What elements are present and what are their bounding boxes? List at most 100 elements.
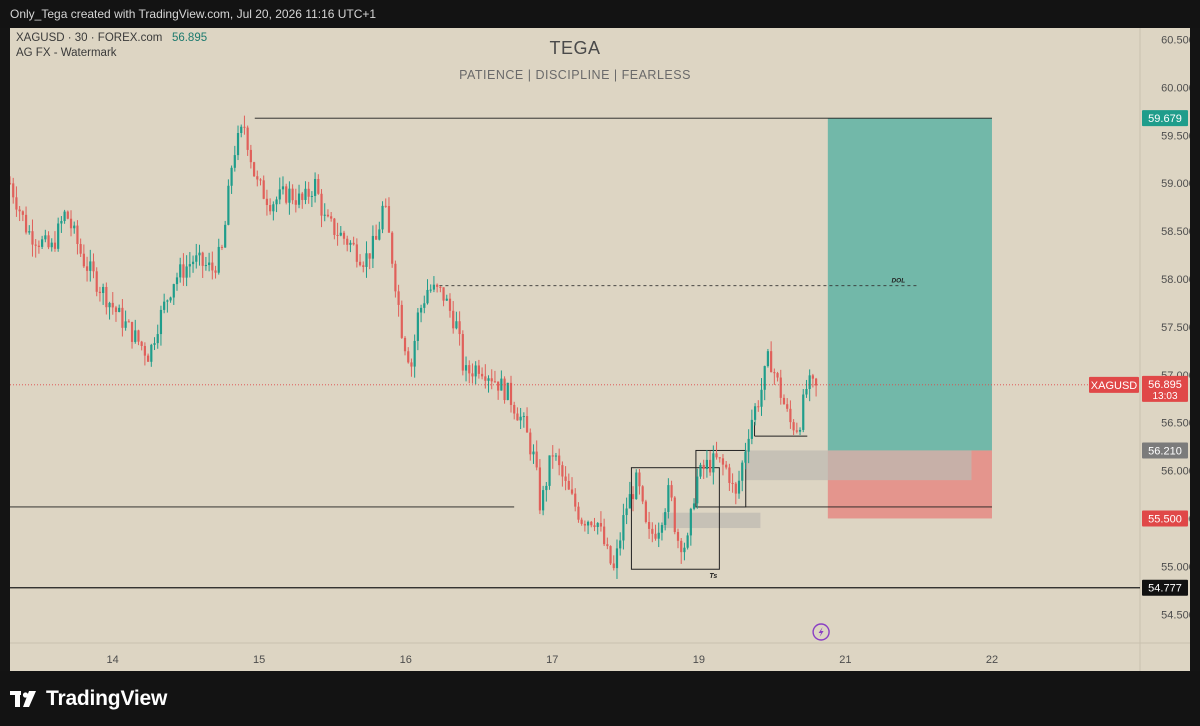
candle-body	[124, 321, 127, 328]
candle-body	[689, 508, 692, 536]
candle-body	[442, 287, 445, 301]
candle-body	[259, 179, 262, 181]
x-tick-label: 15	[253, 654, 265, 666]
candle-body	[79, 244, 82, 254]
candle-body	[789, 408, 792, 423]
price-chart[interactable]: DOL Ts 60.500 60.000 59.500 59.000 58.500 58.00…	[10, 28, 1190, 671]
candle-body	[792, 422, 795, 431]
candle-body	[699, 464, 702, 477]
candle-body	[477, 365, 480, 374]
candle-body	[741, 462, 744, 481]
candle-body	[660, 525, 664, 533]
candle-body	[798, 429, 802, 432]
candle-body	[436, 284, 439, 287]
symbol-legend[interactable]: XAGUSD · 30 · FOREX.com 56.895	[16, 32, 207, 44]
candle-body	[156, 334, 159, 344]
indicator-legend[interactable]: AG FX - Watermark	[16, 47, 117, 59]
candle-body	[185, 266, 188, 278]
candle-body	[439, 286, 442, 288]
candle-body	[304, 188, 307, 200]
candle-body	[195, 255, 198, 262]
candle-body	[455, 321, 458, 329]
candle-body	[606, 544, 609, 547]
candle-body	[358, 261, 362, 266]
candle-body	[641, 486, 644, 502]
candle-body	[432, 284, 436, 290]
candle-body	[269, 205, 272, 212]
tradingview-logo[interactable]: TradingView	[10, 687, 167, 711]
candle-body	[445, 298, 448, 301]
candle-body	[487, 378, 490, 381]
candle-body	[41, 239, 44, 247]
x-tick-label: 17	[546, 654, 558, 666]
candle-body	[134, 330, 137, 342]
candle-body	[490, 378, 493, 382]
y-tick-label: 59.000	[1161, 178, 1190, 190]
candle-body	[712, 453, 715, 473]
x-tick-label: 16	[400, 654, 412, 666]
candle-body	[375, 235, 378, 240]
candle-body	[163, 301, 166, 310]
candle-body	[143, 345, 146, 356]
candle-body	[763, 366, 766, 390]
candle-body	[198, 252, 201, 256]
candle-body	[516, 413, 519, 421]
candle-body	[179, 264, 182, 278]
candle-body	[211, 262, 214, 271]
candle-body	[647, 521, 651, 529]
candle-body	[638, 472, 641, 487]
candle-body	[461, 334, 464, 371]
candle-body	[24, 214, 28, 233]
price-label-box	[1142, 510, 1188, 527]
candle-body	[326, 214, 330, 217]
candle-body	[297, 193, 301, 205]
chart-area[interactable]: DOL Ts 60.500 60.000 59.500 59.000 58.500 58.00…	[10, 28, 1190, 671]
candle-body	[564, 476, 567, 481]
annotation-box-6	[695, 449, 747, 508]
candle-body	[330, 216, 333, 219]
candle-body	[140, 341, 143, 346]
candle-body	[715, 453, 718, 458]
candle-body	[680, 540, 683, 553]
candle-body	[619, 540, 622, 549]
symbol-badge-text: XAGUSD	[1091, 380, 1138, 392]
candle-body	[519, 416, 522, 421]
candle-body	[670, 485, 673, 498]
candle-body	[429, 289, 432, 291]
candle-body	[114, 307, 118, 313]
candle-body	[786, 404, 789, 409]
y-tick-label: 55.000	[1161, 561, 1190, 573]
candle-body	[657, 532, 660, 539]
candle-body	[574, 493, 577, 507]
candle-body	[130, 321, 134, 342]
candle-body	[622, 515, 625, 541]
symbol-info: XAGUSD · 30 · FOREX.com	[16, 32, 163, 44]
candle-body	[577, 506, 580, 520]
candle-body	[480, 373, 484, 377]
candles-group	[10, 115, 818, 579]
candle-body	[256, 176, 259, 180]
symbol-last-price: 56.895	[171, 32, 208, 44]
candle-body	[423, 303, 426, 308]
candle-body	[102, 286, 105, 294]
candle-body	[702, 464, 705, 470]
candle-body	[240, 126, 243, 134]
candle-body	[529, 432, 532, 455]
candle-body	[313, 178, 317, 196]
x-tick-label: 14	[106, 654, 118, 666]
candle-body	[310, 195, 313, 197]
current-price-box	[1142, 375, 1188, 402]
candle-body	[201, 252, 204, 266]
candle-body	[121, 307, 124, 328]
zone-gray-lower	[662, 512, 761, 529]
candle-body	[265, 198, 269, 206]
candle-body	[188, 264, 191, 267]
indicator-name: AG FX - Watermark	[16, 47, 117, 59]
candle-body	[525, 416, 529, 433]
candle-body	[654, 533, 657, 539]
candle-body	[262, 180, 265, 199]
candle-body	[625, 508, 628, 516]
price-label-text: 54.777	[1148, 583, 1182, 595]
candle-body	[352, 242, 355, 245]
candle-body	[166, 300, 169, 302]
